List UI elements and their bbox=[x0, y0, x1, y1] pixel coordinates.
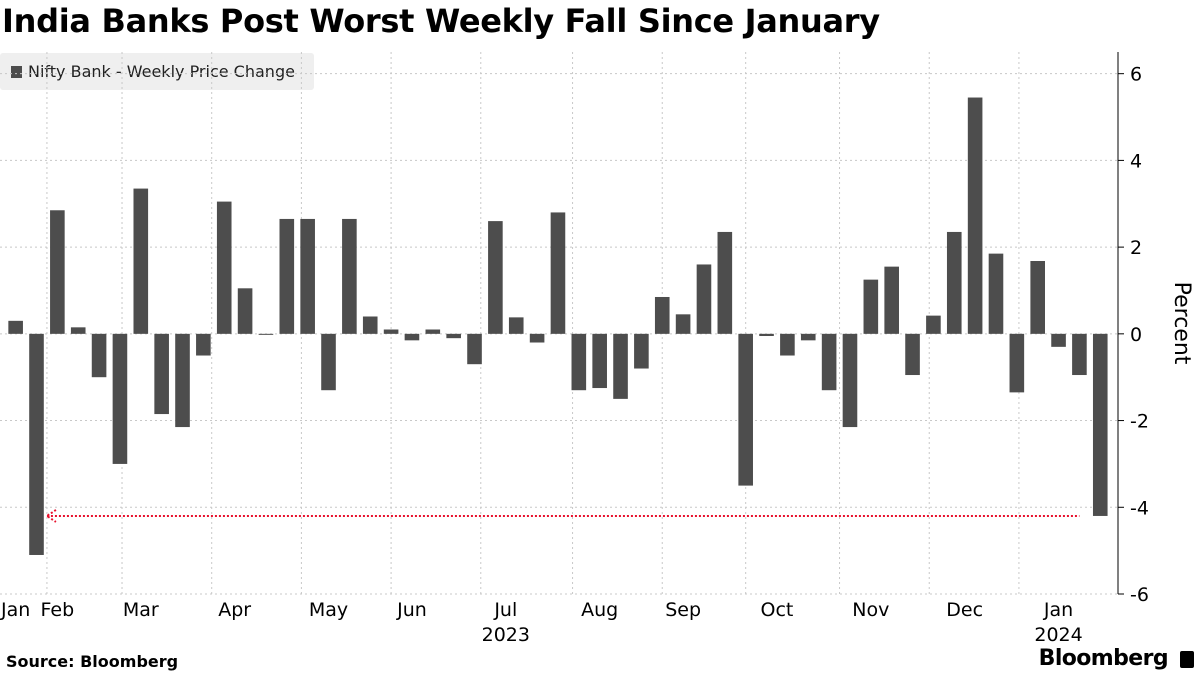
x-tick-label: Jan bbox=[0, 599, 30, 621]
bar bbox=[216, 201, 232, 334]
bar bbox=[821, 333, 837, 391]
bar bbox=[1030, 260, 1045, 334]
bar bbox=[905, 333, 920, 376]
bar bbox=[988, 253, 1004, 334]
bar bbox=[488, 221, 503, 334]
x-tick-label: May bbox=[309, 599, 348, 621]
x-tick-label: Jul bbox=[493, 599, 517, 621]
bar bbox=[550, 212, 566, 334]
x-tick-label: Sep bbox=[665, 599, 701, 621]
bar bbox=[696, 264, 712, 334]
bar bbox=[446, 333, 461, 339]
x-year-label: 2024 bbox=[1034, 624, 1082, 646]
bar bbox=[634, 333, 649, 369]
y-tick-label: -2 bbox=[1130, 411, 1149, 433]
x-tick-label: Nov bbox=[852, 599, 889, 621]
bar bbox=[50, 210, 65, 334]
y-tick-label: -4 bbox=[1130, 497, 1149, 519]
bar bbox=[863, 279, 879, 334]
y-tick-label: 2 bbox=[1130, 237, 1142, 259]
x-tick-label: Apr bbox=[218, 599, 251, 621]
bar bbox=[362, 316, 378, 334]
bar bbox=[321, 333, 336, 391]
bar bbox=[175, 333, 190, 428]
legend: Nifty Bank - Weekly Price Change bbox=[0, 53, 314, 90]
bar bbox=[675, 314, 691, 334]
bar bbox=[571, 333, 587, 391]
x-tick-label: Mar bbox=[123, 599, 159, 621]
bar bbox=[279, 218, 295, 334]
legend-swatch bbox=[11, 66, 22, 78]
bar bbox=[738, 333, 753, 486]
x-tick-label: Aug bbox=[581, 599, 618, 621]
y-axis-title: Percent bbox=[1169, 282, 1194, 365]
bar bbox=[467, 333, 482, 365]
bar bbox=[1072, 333, 1087, 376]
x-tick-label: Oct bbox=[761, 599, 794, 621]
chart-title: India Banks Post Worst Weekly Fall Since… bbox=[2, 2, 880, 40]
bar bbox=[1009, 333, 1025, 393]
source-note: Source: Bloomberg bbox=[6, 652, 179, 671]
brand-logo: Bloomberg bbox=[1038, 646, 1169, 671]
bar bbox=[342, 218, 357, 334]
bar bbox=[1051, 333, 1066, 347]
bar bbox=[300, 218, 315, 334]
x-tick-label: Jan bbox=[1043, 599, 1073, 621]
bar bbox=[613, 333, 628, 399]
bar bbox=[1092, 333, 1108, 516]
bar bbox=[884, 266, 899, 334]
x-tick-label: Feb bbox=[41, 599, 75, 621]
bar bbox=[383, 329, 399, 334]
bar bbox=[780, 333, 795, 356]
bar bbox=[29, 333, 44, 555]
bar bbox=[967, 97, 983, 334]
brand-chart-icon bbox=[1180, 651, 1194, 668]
bar bbox=[404, 333, 420, 341]
x-tick-label: Dec bbox=[946, 599, 983, 621]
bar bbox=[759, 333, 774, 337]
bar bbox=[70, 327, 86, 334]
bar bbox=[112, 333, 128, 464]
bar bbox=[842, 333, 858, 428]
x-tick-label: Jun bbox=[396, 599, 427, 621]
bar bbox=[946, 231, 962, 334]
bar bbox=[196, 333, 211, 356]
bar bbox=[258, 333, 274, 335]
y-tick-label: 6 bbox=[1130, 64, 1142, 86]
bar bbox=[425, 329, 441, 334]
bar bbox=[529, 333, 545, 343]
bar bbox=[508, 317, 524, 334]
y-tick-label: -6 bbox=[1130, 584, 1149, 606]
bar bbox=[154, 333, 169, 415]
y-tick-label: 0 bbox=[1130, 324, 1142, 346]
bar bbox=[654, 296, 670, 334]
bar bbox=[800, 333, 816, 341]
bar bbox=[592, 333, 607, 389]
x-year-label: 2023 bbox=[482, 624, 530, 646]
bar bbox=[8, 320, 23, 334]
bar bbox=[237, 288, 253, 334]
bar bbox=[717, 231, 733, 334]
y-tick-label: 4 bbox=[1130, 150, 1142, 172]
bar bbox=[926, 315, 941, 334]
legend-label: Nifty Bank - Weekly Price Change bbox=[28, 62, 295, 81]
bar bbox=[133, 188, 149, 334]
bar bbox=[91, 333, 107, 378]
